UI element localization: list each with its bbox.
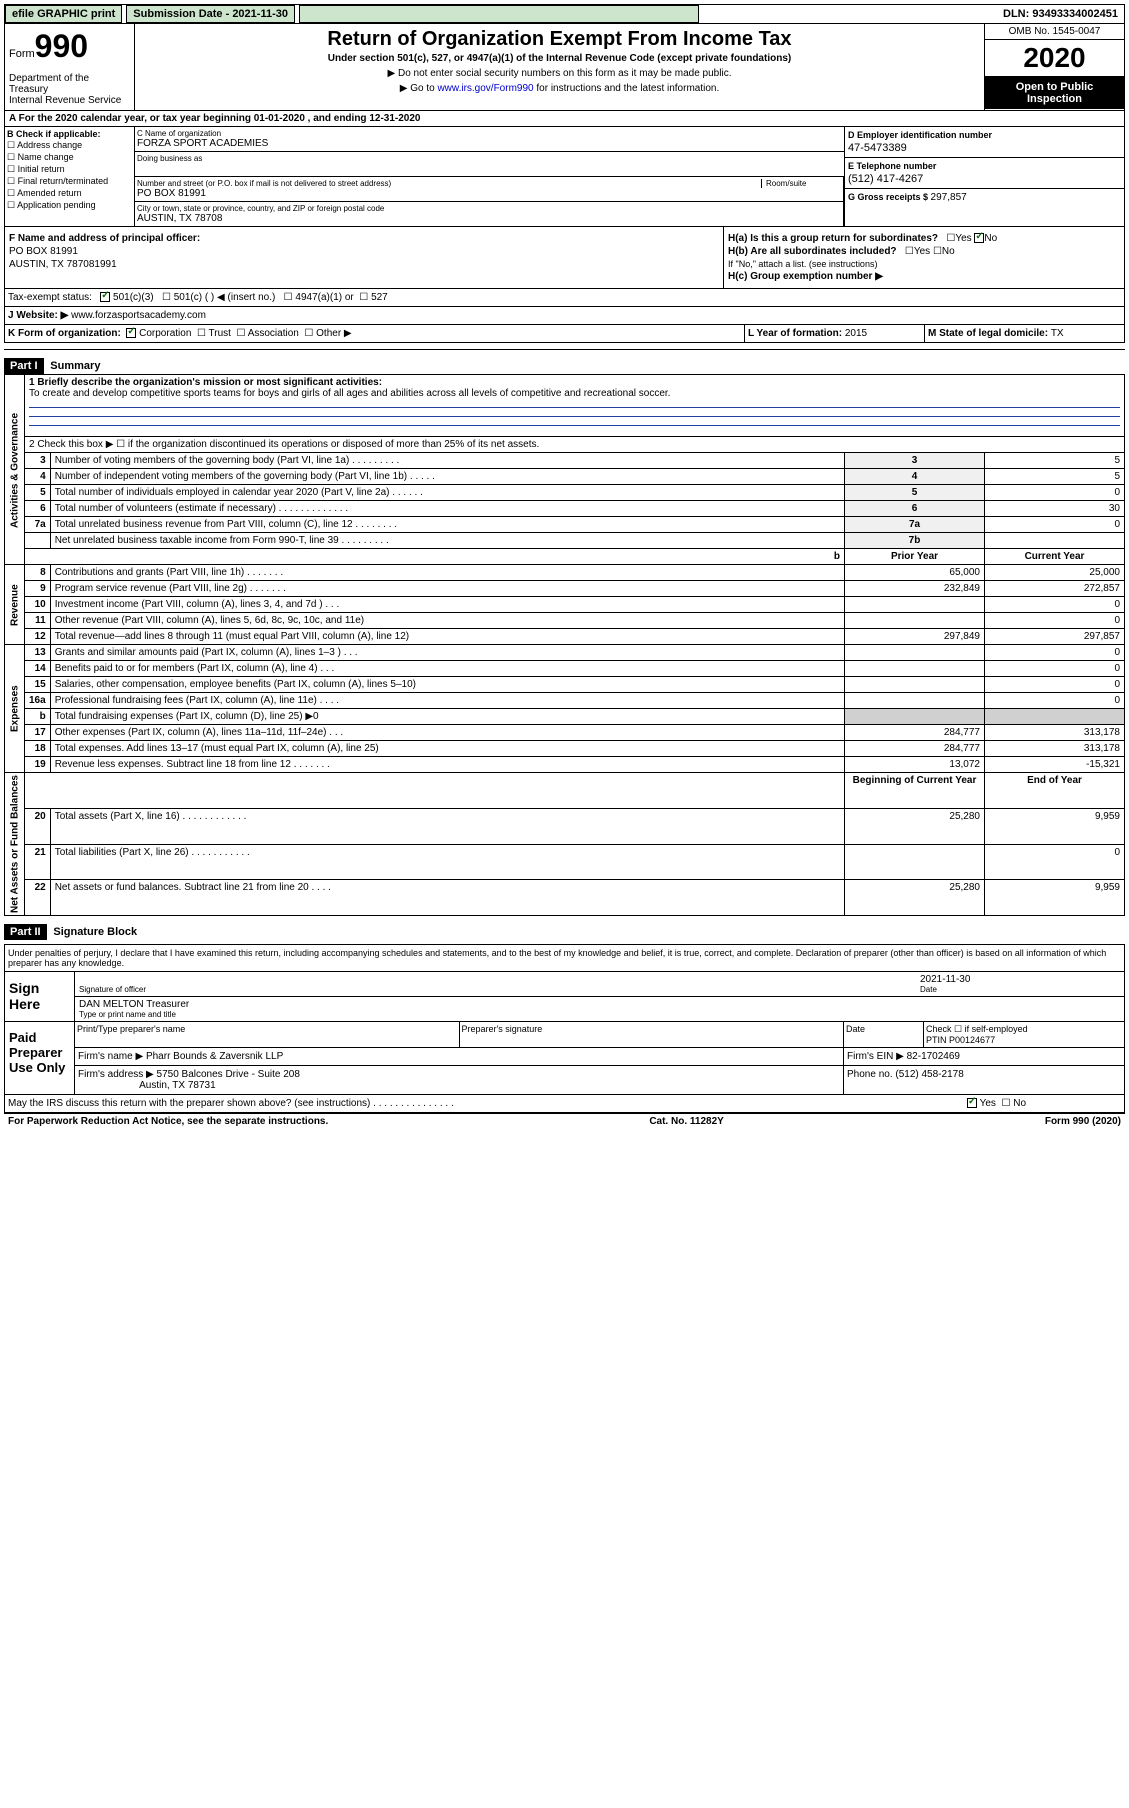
main-title: Return of Organization Exempt From Incom… [139,28,980,51]
tax-year: 2020 [985,40,1124,77]
k-row: K Form of organization: Corporation ☐ Tr… [4,325,1125,343]
rev-row: 9Program service revenue (Part VIII, lin… [5,581,1125,597]
paid-preparer-label: Paid Preparer Use Only [5,1022,75,1094]
ag-row: 5Total number of individuals employed in… [5,485,1125,501]
rev-row: 11Other revenue (Part VIII, column (A), … [5,613,1125,629]
footer-right: Form 990 (2020) [1045,1116,1121,1127]
exp-row: 16aProfessional fundraising fees (Part I… [5,693,1125,709]
prep-ptin: Check ☐ if self-employedPTIN P00124677 [924,1022,1124,1047]
na-row: 21Total liabilities (Part X, line 26) . … [5,844,1125,880]
prep-sig-label: Preparer's signature [460,1022,845,1047]
chk-initial-return[interactable]: ☐ Initial return [7,164,132,175]
irs-link[interactable]: www.irs.gov/Form990 [437,83,533,94]
ag-row: 3Number of voting members of the governi… [5,453,1125,469]
part1-header-row: Part I Summary [4,349,1125,374]
exp-row: 14Benefits paid to or for members (Part … [5,661,1125,677]
part2-header-row: Part II Signature Block [4,916,1125,940]
ag-row: 4Number of independent voting members of… [5,469,1125,485]
form-header: Form990 Department of the Treasury Inter… [4,24,1125,111]
section-b: B Check if applicable: ☐ Address change … [5,127,135,226]
gross-cell: G Gross receipts $ 297,857 [845,189,1124,206]
inspection-label: Open to Public Inspection [985,77,1124,109]
summary-table: Activities & Governance 1 Briefly descri… [4,374,1125,916]
side-na: Net Assets or Fund Balances [5,773,25,916]
exp-row: 18Total expenses. Add lines 13–17 (must … [5,741,1125,757]
discuss-question: May the IRS discuss this return with the… [5,1095,964,1112]
omb-number: OMB No. 1545-0047 [985,24,1124,40]
part1-badge: Part I [4,358,44,374]
efile-button[interactable]: efile GRAPHIC print [5,5,122,23]
instr-ssn: ▶ Do not enter social security numbers o… [139,68,980,79]
ein-cell: D Employer identification number 47-5473… [845,127,1124,158]
chk-corporation[interactable] [126,328,136,338]
line2: 2 Check this box ▶ ☐ if the organization… [25,437,1125,453]
footer-mid: Cat. No. 11282Y [649,1116,723,1127]
chk-501c3[interactable] [100,292,110,302]
phone-cell: E Telephone number (512) 417-4267 [845,158,1124,189]
dln: DLN: 93493334002451 [1003,8,1124,20]
instr-link: ▶ Go to www.irs.gov/Form990 for instruct… [139,83,980,94]
hb-note: If "No," attach a list. (see instruction… [728,259,1120,269]
footer-left: For Paperwork Reduction Act Notice, see … [8,1116,328,1127]
org-name-cell: C Name of organization FORZA SPORT ACADE… [135,127,844,152]
subtitle: Under section 501(c), 527, or 4947(a)(1)… [139,53,980,64]
discuss-yes[interactable] [967,1098,977,1108]
ag-row: 6Total number of volunteers (estimate if… [5,501,1125,517]
rev-row: 12Total revenue—add lines 8 through 11 (… [5,629,1125,645]
city-cell: City or town, state or province, country… [135,202,843,226]
exp-row: 19Revenue less expenses. Subtract line 1… [5,757,1125,773]
chk-final-return[interactable]: ☐ Final return/terminated [7,176,132,187]
officer-label: F Name and address of principal officer: [9,233,719,244]
chk-application[interactable]: ☐ Application pending [7,200,132,211]
dept-treasury: Department of the Treasury Internal Reve… [9,73,130,106]
hc-row: H(c) Group exemption number ▶ [728,271,1120,282]
declaration: Under penalties of perjury, I declare th… [5,945,1124,971]
footer: For Paperwork Reduction Act Notice, see … [4,1113,1125,1129]
info-grid: B Check if applicable: ☐ Address change … [4,127,1125,227]
period-row: A For the 2020 calendar year, or tax yea… [4,111,1125,127]
blank-bar [299,5,699,23]
lower-grid: F Name and address of principal officer:… [4,227,1125,289]
chk-address-change[interactable]: ☐ Address change [7,140,132,151]
form-number: Form990 [9,28,130,65]
exp-row: bTotal fundraising expenses (Part IX, co… [5,709,1125,725]
side-ag: Activities & Governance [5,375,25,565]
ag-row: 7aTotal unrelated business revenue from … [5,517,1125,533]
exp-row: 17Other expenses (Part IX, column (A), l… [5,725,1125,741]
rev-row: 10Investment income (Part VIII, column (… [5,597,1125,613]
chk-amended[interactable]: ☐ Amended return [7,188,132,199]
part2-badge: Part II [4,924,47,940]
na-row: 20Total assets (Part X, line 16) . . . .… [5,808,1125,844]
submission-date: Submission Date - 2021-11-30 [126,5,295,23]
street-cell: Number and street (or P.O. box if mail i… [135,177,843,202]
prep-date-label: Date [844,1022,924,1047]
signature-block: Under penalties of perjury, I declare th… [4,944,1125,1113]
mission-cell: 1 Briefly describe the organization's mi… [25,375,1125,437]
prep-name-label: Print/Type preparer's name [75,1022,460,1047]
topbar: efile GRAPHIC print Submission Date - 20… [4,4,1125,24]
website-row: J Website: ▶ www.forzasportsacademy.com [4,307,1125,325]
tax-status-row: Tax-exempt status: 501(c)(3) ☐ 501(c) ( … [4,289,1125,307]
ha-row: H(a) Is this a group return for subordin… [728,233,1120,244]
officer-addr2: AUSTIN, TX 787081991 [9,259,719,270]
na-row: 22Net assets or fund balances. Subtract … [5,880,1125,916]
hb-row: H(b) Are all subordinates included? ☐Yes… [728,246,1120,257]
part2-title: Signature Block [49,926,137,938]
side-rev: Revenue [5,565,25,645]
ha-no-check[interactable] [974,233,984,243]
side-exp: Expenses [5,645,25,773]
part1-title: Summary [46,360,100,372]
sign-here-label: Sign Here [5,972,75,1021]
exp-row: 15Salaries, other compensation, employee… [5,677,1125,693]
chk-name-change[interactable]: ☐ Name change [7,152,132,163]
officer-addr1: PO BOX 81991 [9,246,719,257]
ag-row: Net unrelated business taxable income fr… [5,533,1125,549]
dba-cell: Doing business as [135,152,844,177]
